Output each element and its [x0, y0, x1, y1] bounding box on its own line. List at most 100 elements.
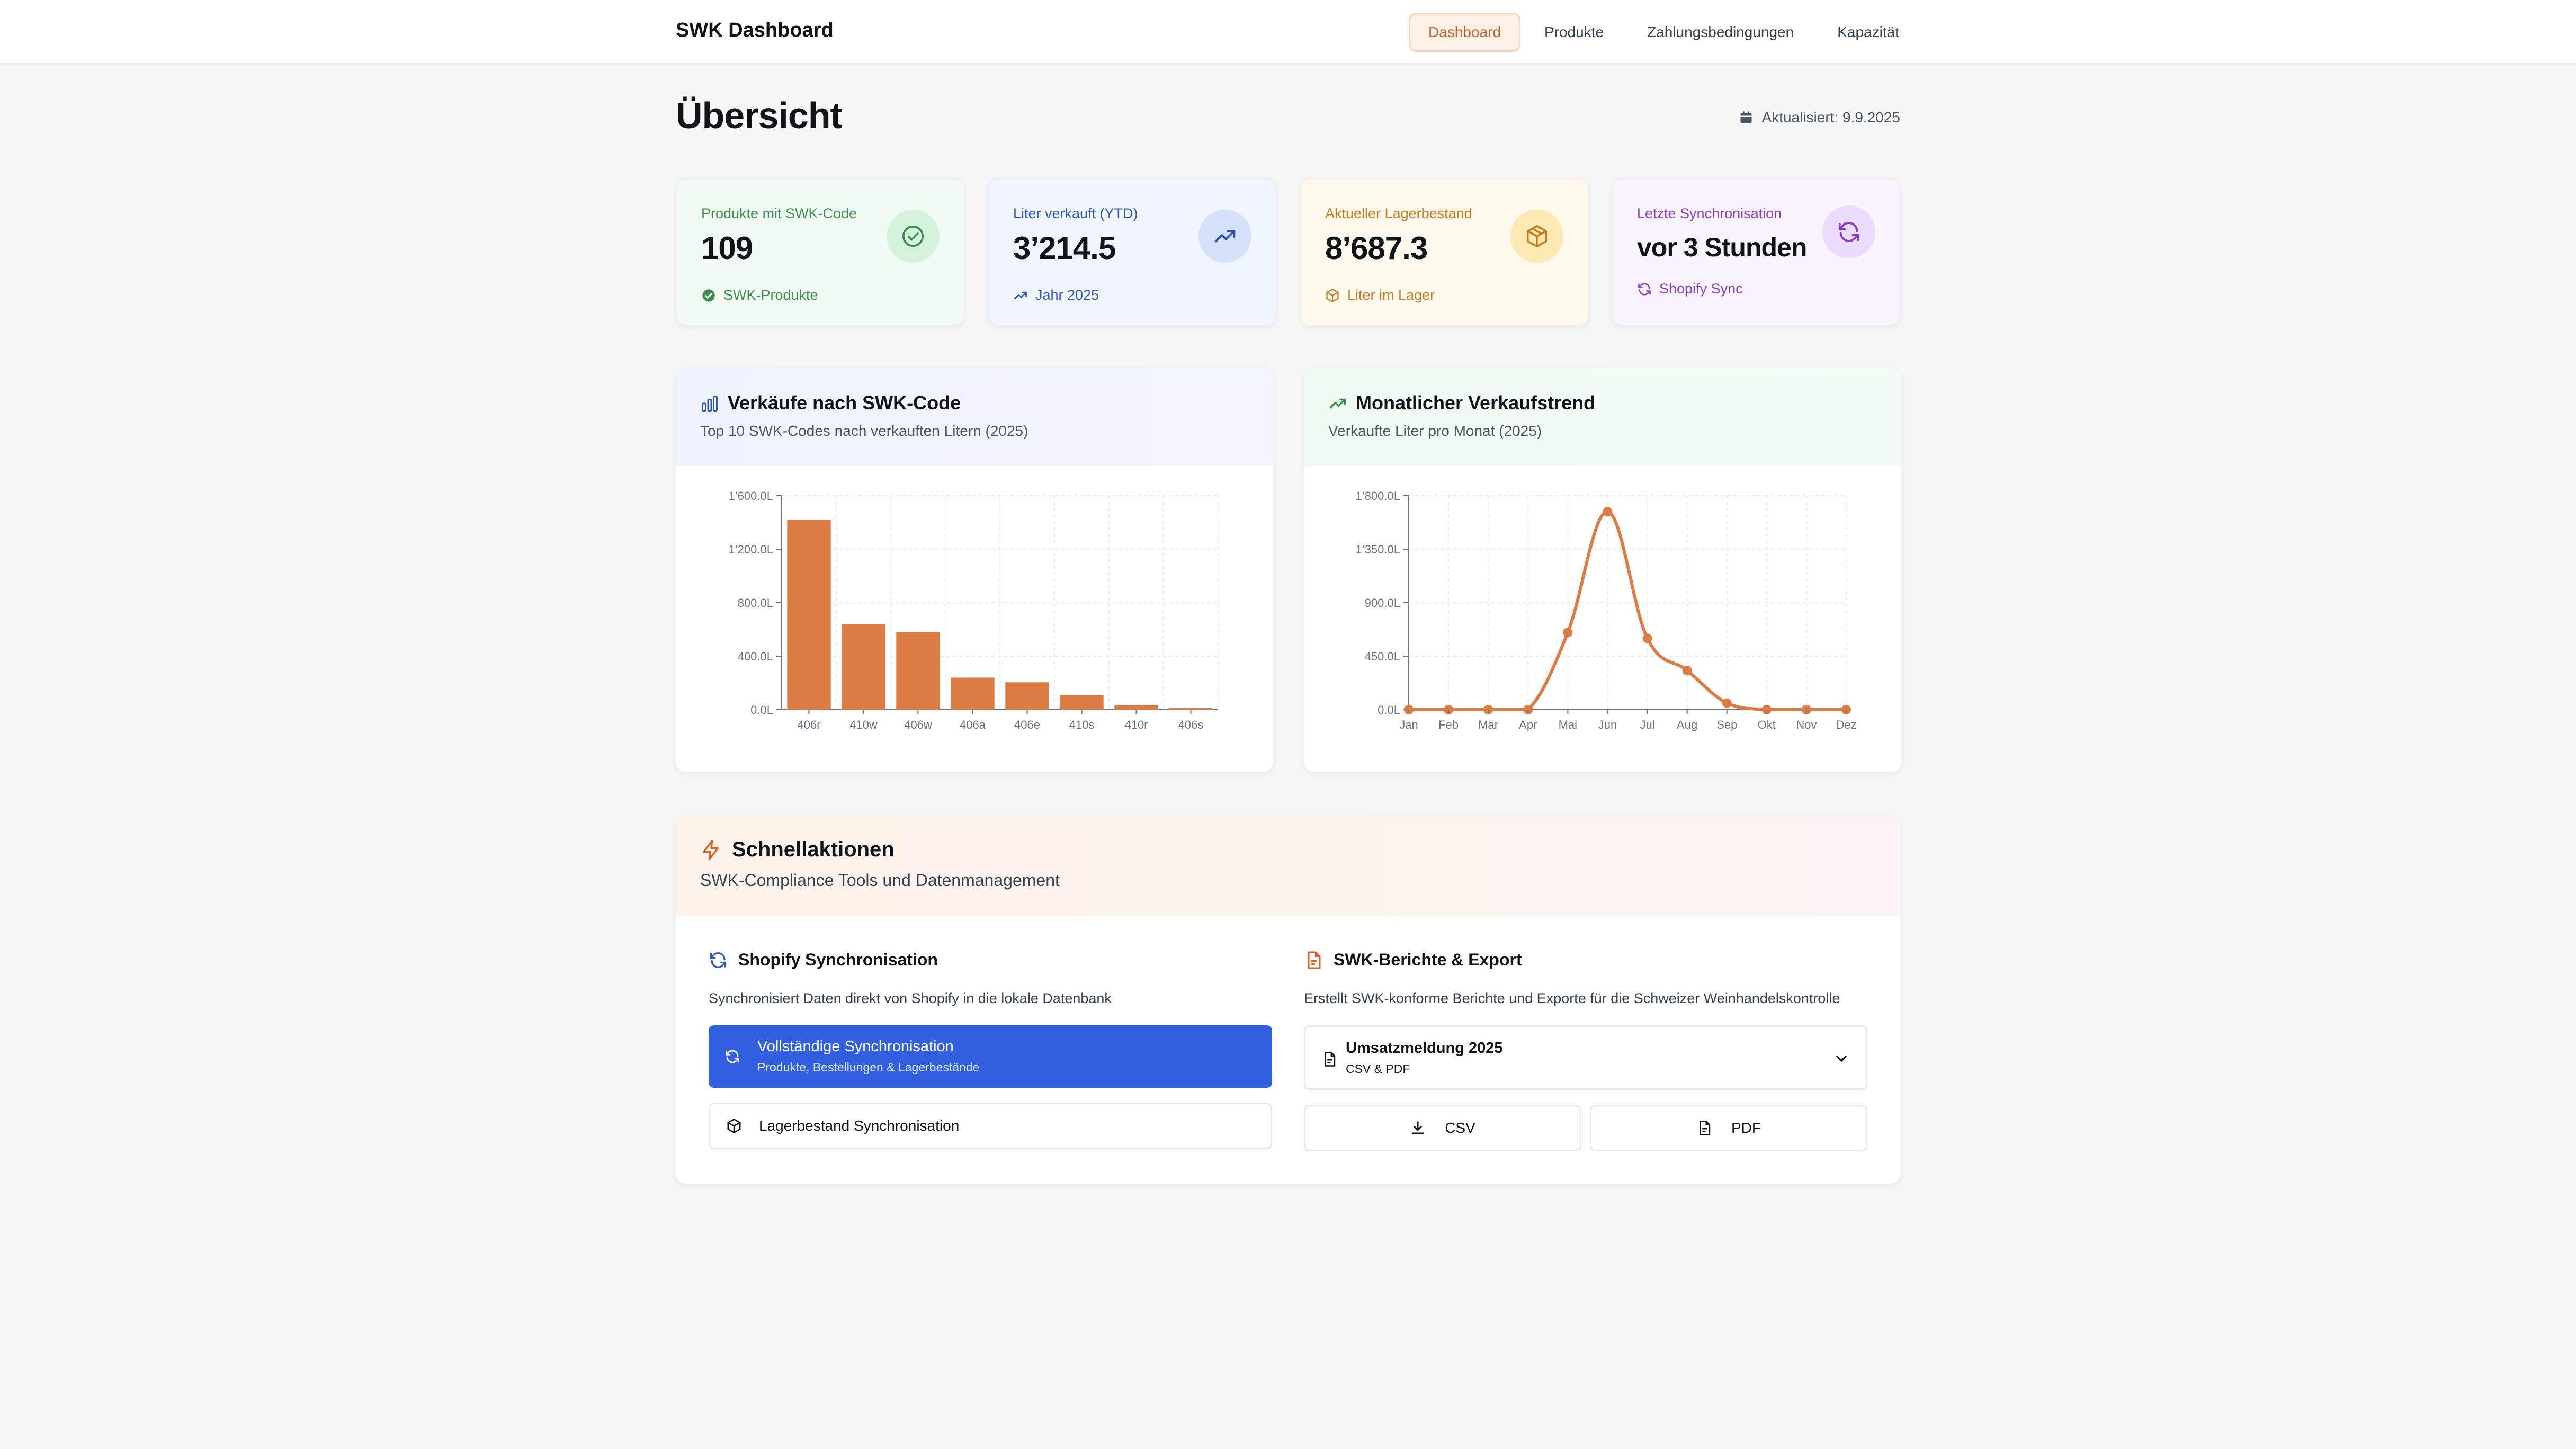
x-tick-label: Mär: [1478, 718, 1498, 731]
x-tick-label: 406w: [904, 718, 932, 731]
export-pdf-button[interactable]: PDF: [1590, 1105, 1867, 1151]
trending-up-icon: [1014, 291, 1027, 299]
trending-up-icon: [1214, 230, 1236, 243]
main-nav: Dashboard Produkte Zahlungsbedingungen K…: [1409, 13, 1919, 52]
stat-value: 3’214.5: [1013, 230, 1116, 266]
report-type-select[interactable]: Umsatzmeldung 2025 CSV & PDF: [1304, 1025, 1867, 1090]
stat-foot: SWK-Produkte: [701, 287, 818, 303]
stat-foot-text: Shopify Sync: [1659, 281, 1743, 297]
chevron-down-icon: [1836, 1056, 1847, 1062]
stat-icon-badge: [1510, 210, 1563, 263]
stat-card-liters-sold: Liter verkauft (YTD) 3’214.5 Jahr 2025: [988, 178, 1277, 326]
x-tick-label: 410w: [849, 718, 878, 731]
bar-chart-icon: [702, 396, 718, 412]
y-tick-label: 1’800.0L: [1356, 489, 1400, 503]
y-tick-label: 400.0L: [738, 650, 773, 663]
box-icon: [1527, 225, 1547, 247]
quick-actions-header: Schnellaktionen SWK-Compliance Tools und…: [676, 816, 1900, 916]
export-csv-button[interactable]: CSV: [1304, 1105, 1581, 1151]
stat-label: Produkte mit SWK-Code: [701, 205, 857, 221]
stat-foot: Liter im Lager: [1325, 287, 1435, 303]
refresh-icon: [1838, 222, 1859, 242]
y-tick-label: 900.0L: [1365, 596, 1400, 610]
stat-value: 109: [701, 230, 753, 266]
shopify-section-title: Shopify Synchronisation: [709, 950, 938, 970]
bar-410w: [842, 624, 885, 710]
point-Mai: [1563, 628, 1573, 638]
x-tick-label: Okt: [1758, 718, 1776, 731]
stat-card-swk-products: Produkte mit SWK-Code 109 SWK-Produkte: [676, 178, 965, 326]
reports-section-label: SWK-Berichte & Export: [1334, 950, 1522, 969]
stat-foot-text: SWK-Produkte: [723, 287, 818, 303]
quick-actions-title: Schnellaktionen: [732, 838, 895, 861]
box-icon: [727, 1119, 741, 1133]
stat-card-last-sync: Letzte Synchronisation vor 3 Stunden Sho…: [1612, 178, 1901, 326]
nav-item-zahlungsbedingungen[interactable]: Zahlungsbedingungen: [1647, 24, 1794, 40]
quick-actions-subtitle: SWK-Compliance Tools und Datenmanagement: [700, 871, 1060, 890]
chart-header: Monatlicher Verkaufstrend Verkaufte Lite…: [1304, 368, 1901, 466]
y-tick-label: 800.0L: [738, 596, 773, 610]
x-tick-label: Nov: [1796, 718, 1817, 731]
stock-sync-button[interactable]: Lagerbestand Synchronisation: [709, 1103, 1272, 1149]
stat-foot-text: Jahr 2025: [1035, 287, 1099, 303]
export-pdf-label: PDF: [1731, 1120, 1761, 1136]
bar-406s: [1169, 708, 1213, 710]
calendar-icon: [1740, 111, 1751, 123]
bar-410r: [1114, 705, 1158, 710]
brand-title[interactable]: SWK Dashboard: [676, 19, 834, 41]
updated-info: Aktualisiert: 9.9.2025: [1739, 109, 1901, 126]
x-tick-label: Dez: [1836, 718, 1856, 731]
x-tick-label: Sep: [1716, 718, 1737, 731]
chart-header: Verkäufe nach SWK-Code Top 10 SWK-Codes …: [676, 368, 1273, 466]
bar-406r: [787, 520, 831, 710]
report-select-sub: CSV & PDF: [1346, 1062, 1410, 1076]
y-tick-label: 1’350.0L: [1356, 543, 1400, 556]
download-icon: [1411, 1121, 1424, 1134]
stat-foot: Jahr 2025: [1013, 287, 1099, 303]
stat-icon-badge: [887, 210, 940, 263]
stat-label: Letzte Synchronisation: [1637, 205, 1782, 221]
nav-item-produkte[interactable]: Produkte: [1544, 24, 1604, 40]
y-tick-label: 0.0L: [750, 703, 773, 717]
refresh-icon: [1638, 282, 1651, 296]
stat-label: Aktueller Lagerbestand: [1325, 205, 1472, 221]
line-chart: 0.0L 450.0L 900.0L 1’350.0L 1’800.0L Jan Feb Mä…: [1356, 489, 1857, 731]
chart-title: Monatlicher Verkaufstrend: [1356, 392, 1596, 414]
stock-sync-label: Lagerbestand Synchronisation: [759, 1117, 960, 1134]
y-tick-label: 1’200.0L: [729, 543, 773, 556]
updated-text: Aktualisiert: 9.9.2025: [1761, 109, 1901, 126]
document-icon: [1325, 1052, 1336, 1067]
full-sync-button[interactable]: Vollständige Synchronisation Produkte, B…: [709, 1025, 1272, 1088]
point-Jun: [1603, 507, 1613, 517]
reports-section-desc: Erstellt SWK-konforme Berichte und Expor…: [1304, 990, 1840, 1006]
reports-section-title: SWK-Berichte & Export: [1304, 950, 1522, 970]
stat-card-stock: Aktueller Lagerbestand 8’687.3 Liter im …: [1300, 178, 1589, 326]
point-Aug: [1682, 665, 1692, 675]
point-Sep: [1722, 698, 1732, 708]
shopify-section-label: Shopify Synchronisation: [738, 950, 938, 969]
nav-item-dashboard[interactable]: Dashboard: [1409, 13, 1520, 52]
file-report-icon: [1308, 951, 1321, 969]
chart-subtitle: Verkaufte Liter pro Monat (2025): [1328, 423, 1542, 439]
refresh-icon: [710, 952, 727, 968]
stat-icon-badge: [1198, 210, 1251, 263]
x-tick-label: 406r: [797, 718, 820, 731]
x-tick-label: Mai: [1559, 718, 1577, 731]
stat-value: vor 3 Stunden: [1637, 232, 1807, 262]
stat-foot-text: Liter im Lager: [1347, 287, 1435, 303]
top-navigation-bar: SWK Dashboard Dashboard Produkte Zahlung…: [0, 0, 2576, 65]
chart-title: Verkäufe nach SWK-Code: [728, 392, 961, 414]
bar-chart-card: Verkäufe nach SWK-Code Top 10 SWK-Codes …: [676, 368, 1273, 772]
lightning-icon: [703, 839, 719, 861]
report-select-value: Umsatzmeldung 2025: [1346, 1040, 1503, 1057]
document-icon: [1700, 1121, 1711, 1135]
stat-value: 8’687.3: [1325, 230, 1428, 266]
line-chart-card: Monatlicher Verkaufstrend Verkaufte Lite…: [1304, 368, 1901, 772]
y-tick-label: 0.0L: [1378, 703, 1400, 717]
nav-item-kapazitaet[interactable]: Kapazität: [1837, 24, 1899, 40]
x-tick-label: Jul: [1640, 718, 1654, 731]
x-tick-label: Aug: [1677, 718, 1697, 731]
shopify-section-desc: Synchronisiert Daten direkt von Shopify …: [709, 990, 1112, 1006]
bar-410s: [1060, 695, 1104, 710]
quick-actions-card: Schnellaktionen SWK-Compliance Tools und…: [676, 816, 1900, 1184]
